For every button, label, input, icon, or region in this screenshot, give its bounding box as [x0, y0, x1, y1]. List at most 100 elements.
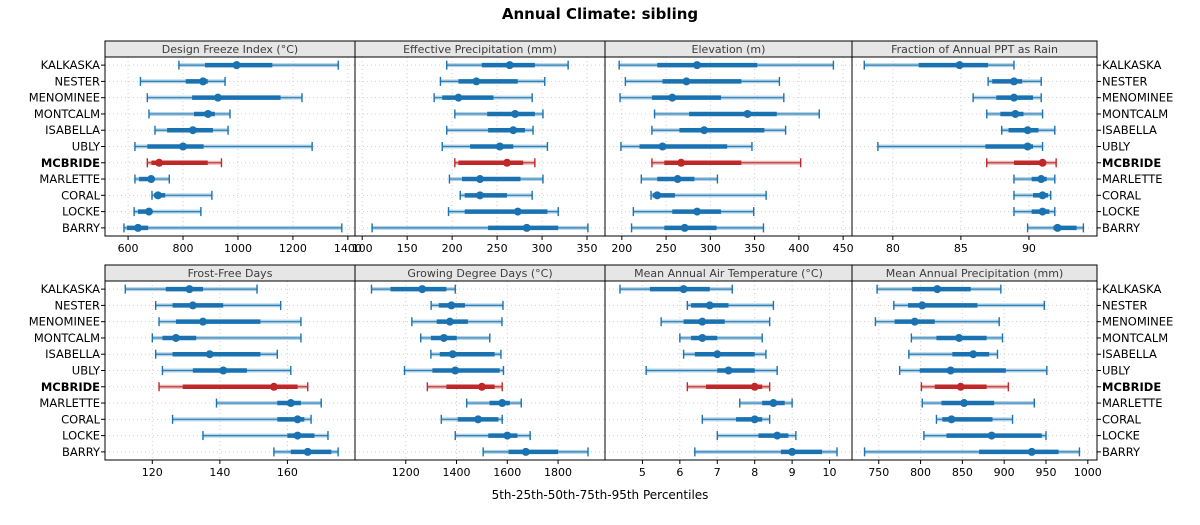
site-label-right: CORAL — [1102, 188, 1141, 202]
x-tick-label: 150 — [397, 242, 418, 255]
site-label-right: NESTER — [1102, 298, 1147, 312]
x-tick-label: 450 — [833, 242, 854, 255]
site-label-right: MARLETTE — [1102, 396, 1163, 410]
median-dot — [522, 223, 531, 232]
panel-strip-title: Fraction of Annual PPT as Rain — [891, 43, 1058, 56]
x-tick-label: 200 — [442, 242, 463, 255]
median-dot — [788, 447, 797, 456]
median-dot — [293, 415, 302, 424]
median-dot — [439, 333, 448, 342]
site-label-left: MCBRIDE — [41, 380, 100, 394]
x-tick-label: 750 — [868, 466, 889, 479]
median-dot — [451, 366, 460, 375]
median-dot — [188, 301, 197, 310]
median-dot — [947, 415, 956, 424]
x-tick-label: 350 — [577, 242, 598, 255]
x-tick-label: 600 — [118, 242, 139, 255]
median-dot — [474, 415, 483, 424]
median-dot — [679, 285, 688, 294]
panel-strip-title: Elevation (m) — [692, 43, 766, 56]
median-dot — [154, 191, 163, 200]
median-dot — [682, 77, 691, 86]
median-dot — [503, 431, 512, 440]
figure-title: Annual Climate: sibling — [501, 5, 699, 23]
x-tick-label: 1800 — [544, 466, 572, 479]
site-label-right: MCBRIDE — [1102, 156, 1161, 170]
site-label-left: NESTER — [55, 298, 100, 312]
site-label-left: ISABELLA — [45, 123, 100, 137]
x-tick-label: 160 — [277, 466, 298, 479]
site-label-left: CORAL — [61, 188, 100, 202]
site-label-right: LOCKE — [1102, 205, 1140, 219]
median-dot — [658, 142, 667, 151]
site-label-left: MONTCALM — [34, 331, 100, 345]
site-label-left: NESTER — [55, 74, 100, 88]
x-tick-label: 250 — [656, 242, 677, 255]
median-dot — [198, 317, 207, 326]
site-label-left: LOCKE — [62, 429, 100, 443]
median-dot — [713, 350, 722, 359]
median-dot — [454, 93, 463, 102]
median-dot — [705, 301, 714, 310]
median-dot — [933, 285, 942, 294]
x-tick-label: 1200 — [279, 242, 307, 255]
site-label-left: BARRY — [62, 221, 101, 235]
x-tick-label: 100 — [352, 242, 373, 255]
median-dot — [511, 109, 520, 118]
median-dot — [673, 175, 682, 184]
site-label-right: UBLY — [1102, 140, 1131, 154]
panel-strip-title: Mean Annual Precipitation (mm) — [886, 267, 1063, 280]
site-label-left: KALKASKA — [41, 58, 100, 72]
x-tick-label: 9 — [789, 466, 796, 479]
site-label-left: KALKASKA — [41, 282, 100, 296]
site-label-right: CORAL — [1102, 412, 1141, 426]
median-dot — [1023, 142, 1032, 151]
median-dot — [918, 301, 927, 310]
median-dot — [293, 431, 302, 440]
median-dot — [505, 61, 514, 70]
x-tick-label: 900 — [994, 466, 1015, 479]
median-dot — [498, 399, 507, 408]
median-dot — [1038, 158, 1047, 167]
x-tick-label: 800 — [173, 242, 194, 255]
site-label-right: KALKASKA — [1102, 282, 1161, 296]
panel-strip-title: Mean Annual Air Temperature (°C) — [634, 267, 823, 280]
site-label-left: UBLY — [72, 140, 101, 154]
median-dot — [495, 142, 504, 151]
median-dot — [213, 93, 222, 102]
site-label-right: UBLY — [1102, 364, 1131, 378]
site-label-right: MONTCALM — [1102, 331, 1168, 345]
median-dot — [960, 399, 969, 408]
x-tick-label: 850 — [952, 466, 973, 479]
x-tick-label: 1000 — [224, 242, 252, 255]
median-dot — [680, 223, 689, 232]
x-tick-label: 90 — [1022, 242, 1036, 255]
site-label-right: MARLETTE — [1102, 172, 1163, 186]
median-dot — [946, 366, 955, 375]
x-tick-label: 5 — [639, 466, 646, 479]
panel-strip-title: Effective Precipitation (mm) — [403, 43, 557, 56]
median-dot — [653, 191, 662, 200]
site-label-right: BARRY — [1102, 445, 1141, 459]
x-tick-label: 950 — [1035, 466, 1056, 479]
site-label-right: MCBRIDE — [1102, 380, 1161, 394]
x-tick-label: 1600 — [493, 466, 521, 479]
median-dot — [724, 366, 733, 375]
site-label-left: MCBRIDE — [41, 156, 100, 170]
site-label-right: BARRY — [1102, 221, 1141, 235]
median-dot — [155, 158, 164, 167]
site-label-left: CORAL — [61, 412, 100, 426]
site-label-left: LOCKE — [62, 205, 100, 219]
site-label-right: MENOMINEE — [1102, 91, 1173, 105]
median-dot — [1053, 223, 1062, 232]
x-tick-label: 250 — [487, 242, 508, 255]
site-label-left: MARLETTE — [39, 172, 100, 186]
median-dot — [700, 126, 709, 135]
median-dot — [1009, 77, 1018, 86]
x-tick-label: 800 — [910, 466, 931, 479]
site-label-left: UBLY — [72, 364, 101, 378]
x-tick-label: 350 — [744, 242, 765, 255]
panel-strip-title: Frost-Free Days — [188, 267, 273, 280]
median-dot — [204, 109, 213, 118]
